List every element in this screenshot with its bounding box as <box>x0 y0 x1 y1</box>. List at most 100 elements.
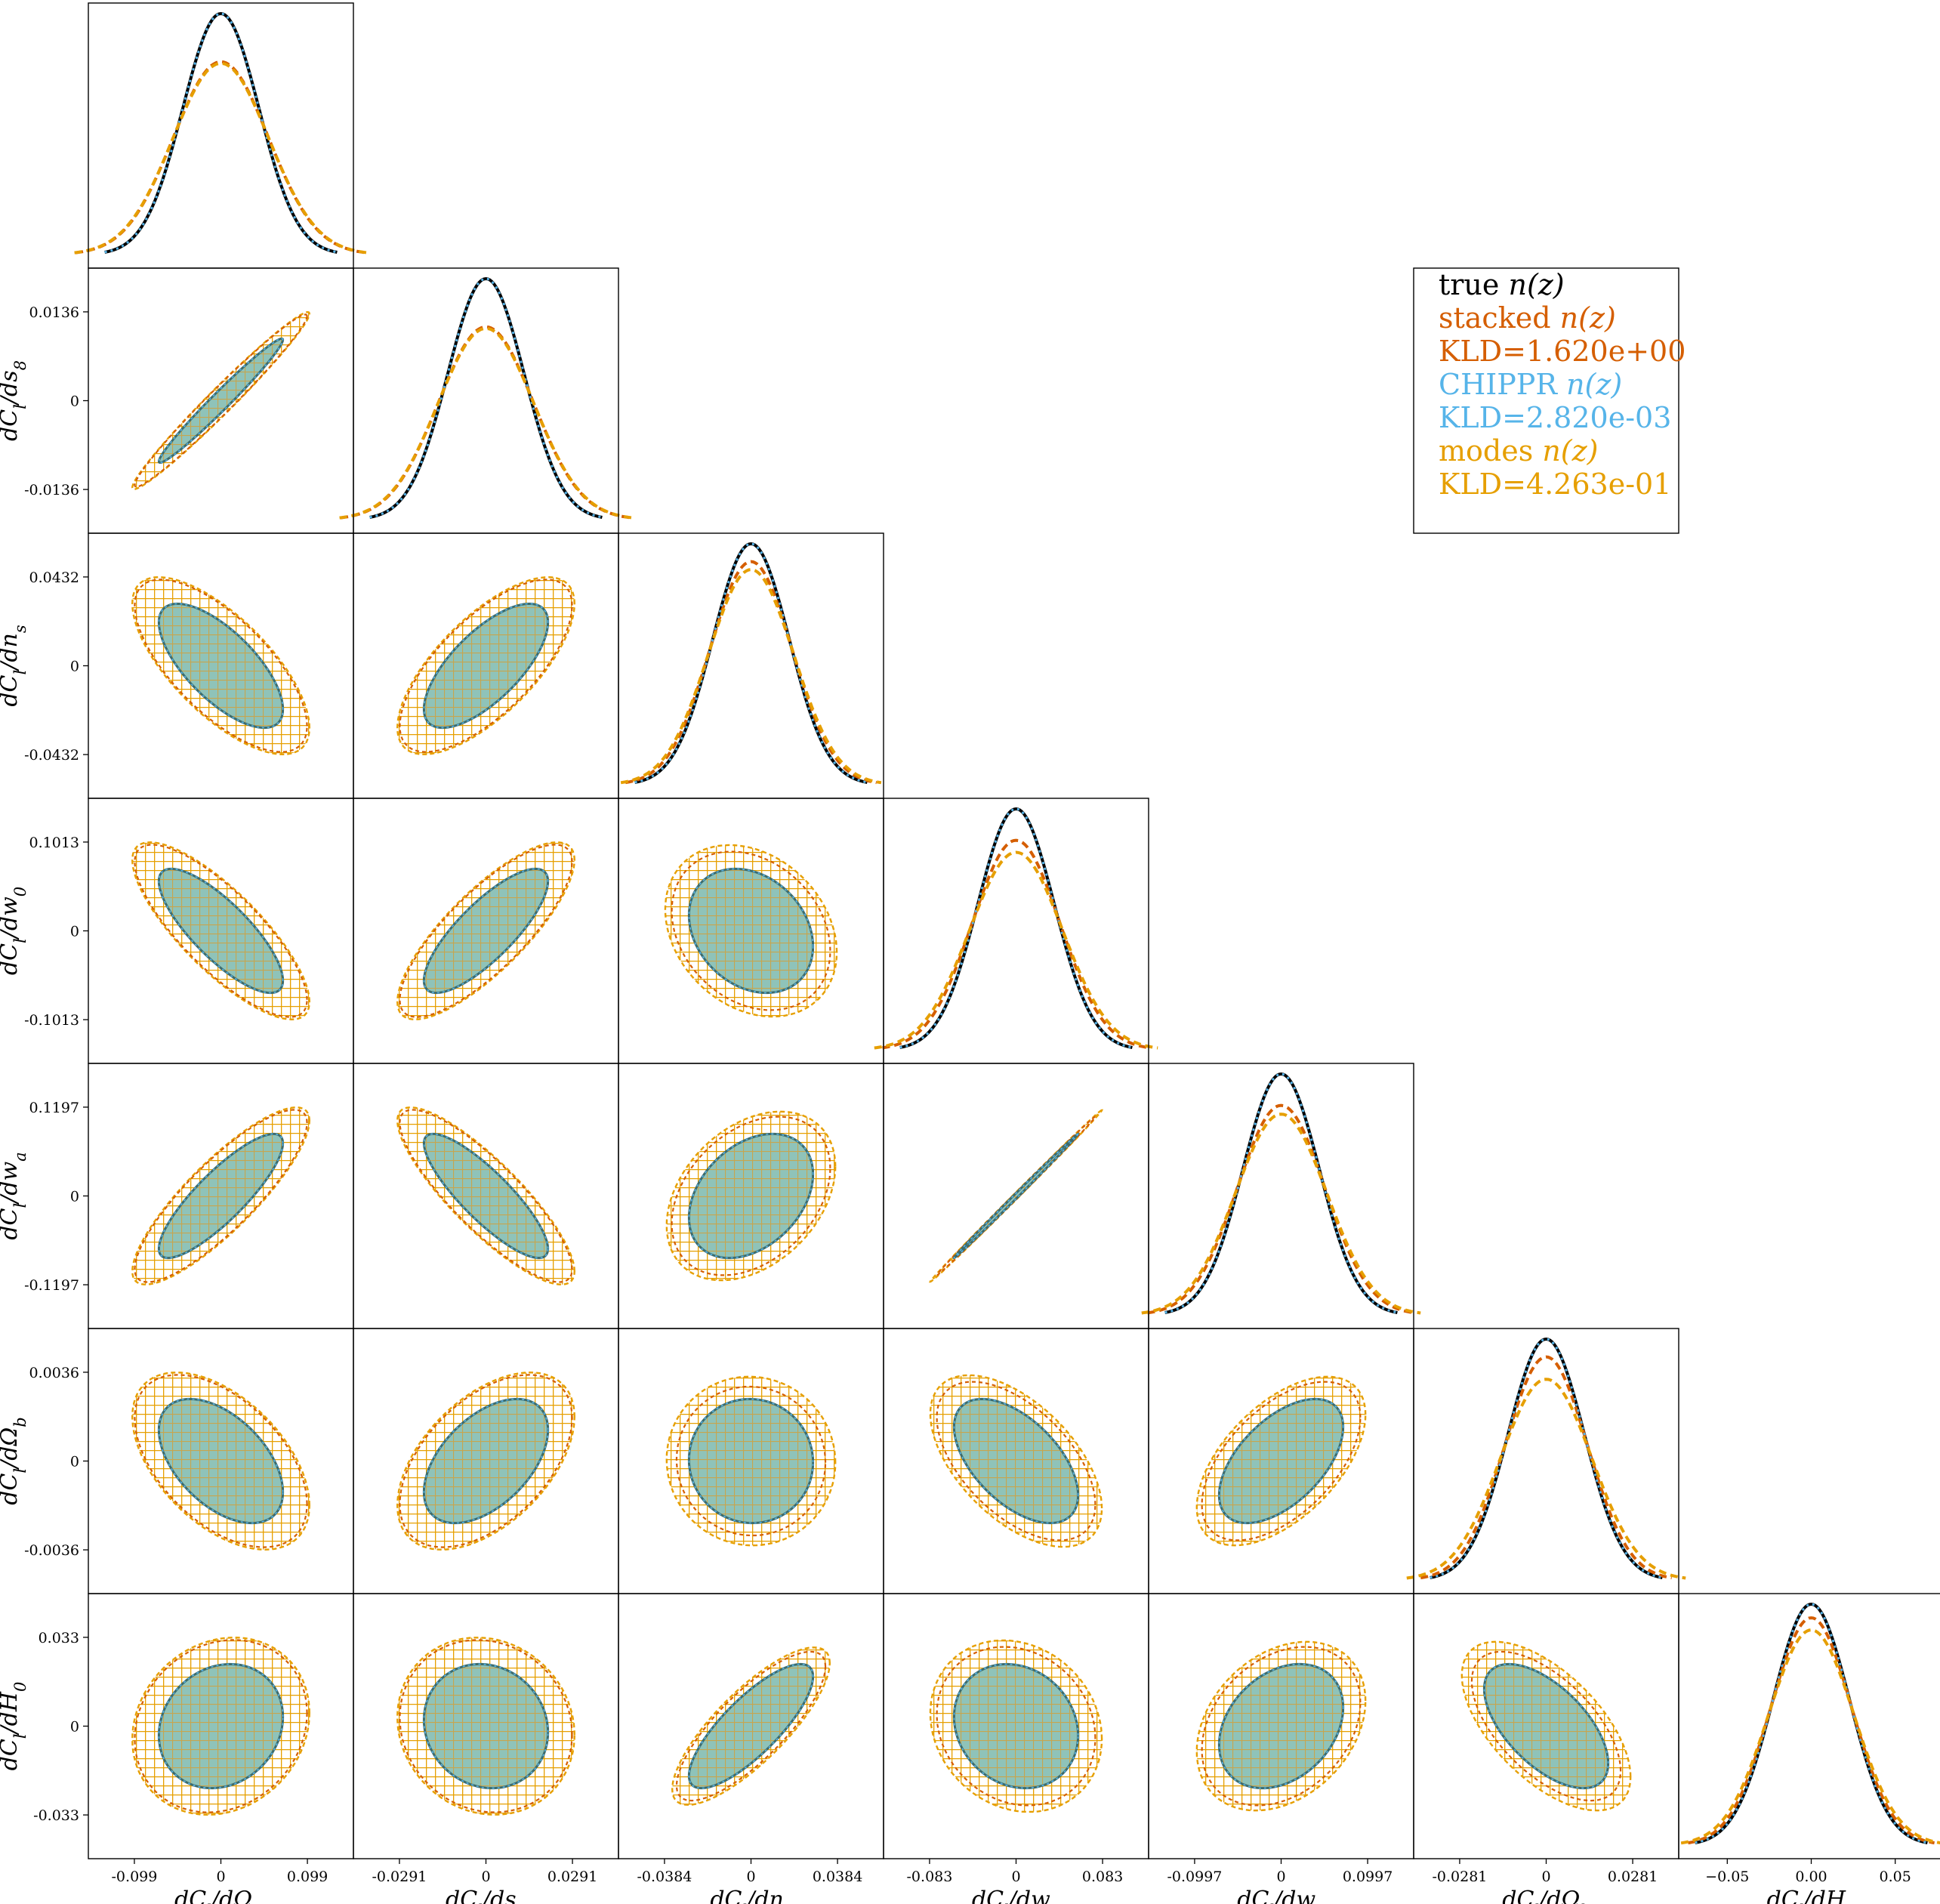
x-tick-label: 0.0384 <box>813 1869 862 1885</box>
legend-entry: true n(z) <box>1439 268 1565 301</box>
contour-stacked <box>1470 1650 1622 1802</box>
hatch-inner <box>689 869 813 993</box>
hatch-inner <box>1219 1399 1343 1523</box>
contour-stacked <box>134 579 308 753</box>
y-tick-label: 0.1013 <box>29 835 79 851</box>
x-tick-label: -0.099 <box>112 1869 158 1885</box>
contour-stacked <box>134 844 308 1018</box>
y-tick-label: 0.1197 <box>29 1100 79 1116</box>
x-axis-label: dCl/dΩm <box>174 1887 267 1904</box>
y-axis-label: dCl/dw0 <box>0 887 29 975</box>
panel-6-5: -0.0281 0 0.0281 dCl/dΩb <box>1413 1593 1679 1904</box>
y-tick-label: -0.033 <box>33 1807 79 1824</box>
hatch-inner <box>159 1134 283 1258</box>
marginal-curve-chippr-n-z- <box>1430 1338 1663 1579</box>
legend-entry: KLD=4.263e-01 <box>1439 468 1671 501</box>
y-axis-label: dCl/dwa <box>0 1152 29 1239</box>
contour-stacked <box>1201 1646 1362 1807</box>
panel-4-0: 0.1197 0 -0.1197 dCl/dwa <box>0 1063 354 1329</box>
contour-modes <box>929 1374 1103 1548</box>
x-tick-label: 0 <box>1276 1869 1285 1885</box>
y-axis-label: dCl/ds8 <box>0 360 29 441</box>
contour-stacked <box>399 1374 573 1548</box>
panel-6-0: -0.099 0 0.099 dCl/dΩm 0.033 0 -0.033 dCl/dH0 <box>0 1593 354 1904</box>
y-tick-label: -0.0136 <box>24 482 79 498</box>
marginal-curve-chippr-n-z- <box>899 807 1133 1049</box>
legend-entry: KLD=1.620e+00 <box>1439 335 1686 368</box>
marginal-curve-chippr-n-z- <box>104 12 338 254</box>
x-axis-label: dCl/dns <box>710 1887 792 1904</box>
x-tick-label: 0 <box>746 1869 755 1885</box>
marginal-curve-true-n-z- <box>634 542 868 784</box>
y-tick-label: -0.0432 <box>24 747 79 764</box>
panel-5-3 <box>883 1328 1149 1594</box>
legend: true n(z)stacked n(z)KLD=1.620e+00CHIPPR… <box>1413 267 1686 534</box>
contour-modes <box>929 1639 1103 1813</box>
panel-5-4 <box>1148 1328 1414 1594</box>
hatch-inner <box>689 1134 813 1258</box>
contour-chippr <box>158 868 284 994</box>
contour-chippr <box>1483 1663 1609 1789</box>
x-tick-label: 0 <box>1011 1869 1020 1885</box>
y-tick-label: 0 <box>70 393 79 410</box>
marginal-curve-modes-n-z- <box>339 326 633 520</box>
y-tick-label: 0 <box>70 1189 79 1205</box>
contour-modes <box>1195 1375 1367 1547</box>
panel-6-1: -0.0291 0 0.0291 dCl/ds8 <box>353 1593 619 1904</box>
contour-modes <box>396 1371 576 1551</box>
panel-frame <box>353 267 619 534</box>
hatch-inner <box>1219 1664 1343 1788</box>
contour-chippr <box>688 868 814 994</box>
y-tick-label: 0.0432 <box>29 569 79 586</box>
y-tick-label: 0.0136 <box>29 304 79 321</box>
panel-5-0: 0.0036 0 -0.0036 dCl/dΩb <box>0 1328 354 1594</box>
contour-chippr <box>423 868 549 994</box>
panel-2-0: 0.0432 0 -0.0432 dCl/dns <box>0 532 354 799</box>
x-tick-label: 0.00 <box>1795 1869 1827 1885</box>
contour-chippr <box>953 1663 1079 1789</box>
marginal-curve-stacked-n-z- <box>882 838 1150 1050</box>
contour-modes <box>131 576 311 756</box>
marginal-curve-stacked-n-z- <box>1147 1103 1415 1315</box>
contour-chippr <box>423 1133 549 1259</box>
panel-1-1 <box>339 267 633 534</box>
hatch-inner <box>1484 1664 1608 1788</box>
y-axis-label: dCl/dns <box>0 625 29 707</box>
hatch-inner <box>424 869 548 993</box>
contour-modes <box>396 1106 576 1285</box>
x-tick-label: 0.099 <box>287 1869 328 1885</box>
hatch-inner <box>424 1134 548 1258</box>
contour-modes <box>131 1636 311 1816</box>
hatch-inner <box>954 1134 1078 1258</box>
contour-modes <box>131 1106 311 1285</box>
contour-chippr <box>953 1133 1079 1259</box>
panel-3-1 <box>353 798 619 1064</box>
contour-modes <box>664 844 838 1018</box>
contour-true <box>422 1662 550 1790</box>
panel-6-3: -0.083 0 0.083 dCl/dw0 <box>883 1593 1149 1904</box>
contour-stacked <box>399 1109 573 1283</box>
contour-stacked <box>1201 1381 1362 1541</box>
legend-entry: modes n(z) <box>1439 434 1598 468</box>
y-tick-label: 0.033 <box>39 1630 79 1646</box>
x-tick-label: −0.05 <box>1705 1869 1749 1885</box>
hatch-inner <box>954 1664 1078 1788</box>
marginal-curve-stacked-n-z- <box>75 60 367 255</box>
panel-5-5 <box>1406 1328 1686 1594</box>
x-tick-label: -0.0281 <box>1432 1869 1487 1885</box>
panel-2-2 <box>618 532 884 799</box>
x-tick-label: 0 <box>216 1869 225 1885</box>
hatch-inner <box>424 1664 548 1788</box>
contour-chippr <box>158 1398 284 1524</box>
panel-4-3 <box>883 1063 1149 1329</box>
y-tick-label: -0.1197 <box>24 1277 79 1294</box>
contour-modes <box>665 1375 837 1547</box>
contour-stacked <box>671 1116 831 1276</box>
contour-stacked <box>675 1385 827 1537</box>
hatch-inner <box>424 603 548 728</box>
contour-chippr <box>688 1663 814 1789</box>
marginal-curve-true-n-z- <box>1430 1337 1663 1579</box>
marginal-curve-true-n-z- <box>369 276 603 519</box>
contour-stacked <box>936 1381 1096 1541</box>
